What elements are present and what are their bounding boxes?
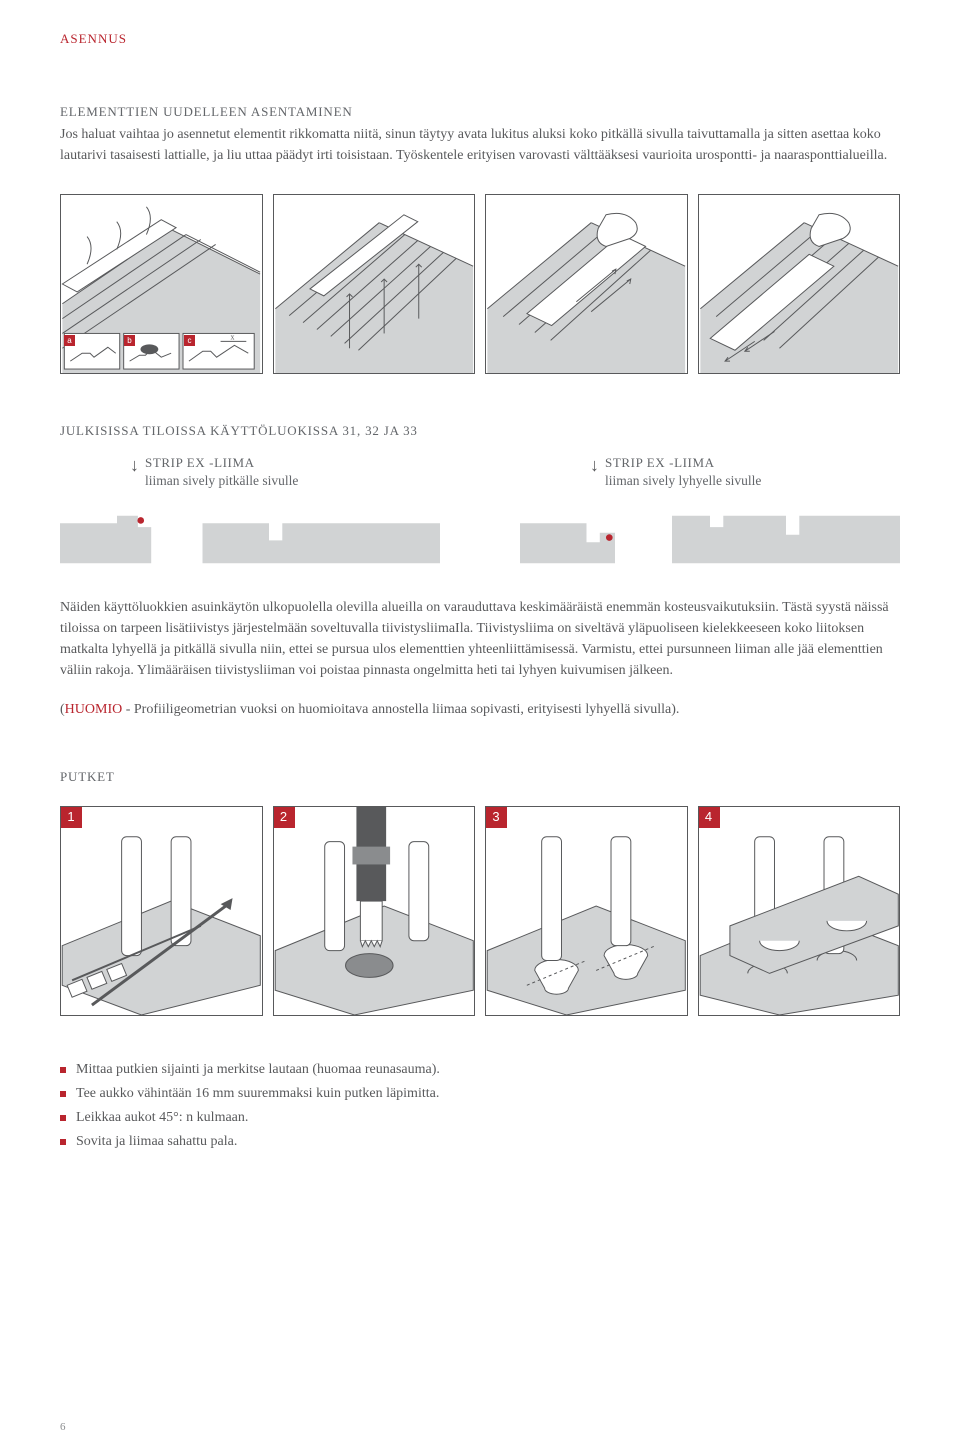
reinstall-body: Jos haluat vaihtaa jo asennetut elementi… — [60, 125, 900, 166]
sublabel-c: c — [184, 335, 195, 346]
step-number: 4 — [698, 806, 720, 828]
glue-illustrations: ↓ STRIP EX -LIIMA liiman sively pitkälle… — [60, 454, 900, 565]
arrow-down-icon: ↓ — [130, 456, 139, 474]
sublabel-a: a — [64, 335, 75, 346]
glue-right-title: STRIP EX -LIIMA — [605, 454, 761, 472]
illustration-1: x a b c — [60, 194, 263, 374]
arrow-down-icon: ↓ — [590, 456, 599, 474]
note-rest: - Profiiligeometrian vuoksi on huomioita… — [122, 702, 679, 717]
pipes-heading: PUTKET — [60, 768, 900, 786]
sublabel-b: b — [124, 335, 135, 346]
step-number: 2 — [273, 806, 295, 828]
list-item: Tee aukko vähintään 16 mm suuremmaksi ku… — [60, 1082, 900, 1106]
page-number: 6 — [60, 1420, 66, 1435]
pipe-step-2: 2 — [273, 806, 476, 1016]
reinstall-illustrations: x a b c — [60, 194, 900, 374]
illustration-4 — [698, 194, 901, 374]
list-item: Sovita ja liimaa sahattu pala. — [60, 1130, 900, 1154]
list-item: Mittaa putkien sijainti ja merkitse laut… — [60, 1058, 900, 1082]
step-number: 1 — [60, 806, 82, 828]
glue-left-title: STRIP EX -LIIMA — [145, 454, 298, 472]
glue-left-sub: liiman sively pitkälle sivulle — [145, 472, 298, 491]
glue-right-sub: liiman sively lyhyelle sivulle — [605, 472, 761, 491]
step-number: 3 — [485, 806, 507, 828]
svg-text:x: x — [230, 332, 234, 341]
profile-left — [60, 493, 440, 565]
pipes-illustrations: 1 2 — [60, 806, 900, 1016]
pipe-step-1: 1 — [60, 806, 263, 1016]
illustration-2 — [273, 194, 476, 374]
long-paragraph: Näiden käyttöluokkien asuinkäytön ulkopu… — [60, 597, 900, 681]
illustration-3 — [485, 194, 688, 374]
list-item: Leikkaa aukot 45°: n kulmaan. — [60, 1106, 900, 1130]
reinstall-heading: ELEMENTTIEN UUDELLEEN ASENTAMINEN — [60, 103, 900, 121]
bullet-list: Mittaa putkien sijainti ja merkitse laut… — [60, 1058, 900, 1153]
pipe-step-3: 3 — [485, 806, 688, 1016]
profile-right — [520, 493, 900, 565]
section-label: ASENNUS — [60, 30, 900, 48]
note-highlight: HUOMIO — [65, 702, 123, 717]
public-spaces-heading: JULKISISSA TILOISSA KÄYTTÖLUOKISSA 31, 3… — [60, 422, 900, 440]
pipe-step-4: 4 — [698, 806, 901, 1016]
note-paragraph: (HUOMIO - Profiiligeometrian vuoksi on h… — [60, 699, 900, 720]
